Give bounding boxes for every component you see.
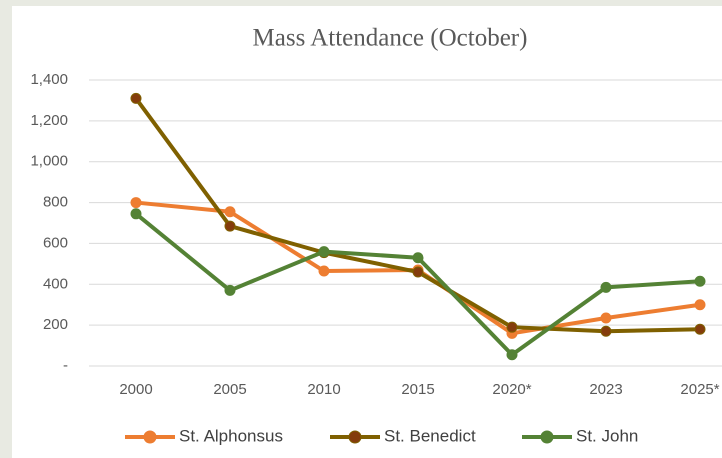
x-tick-label: 2020* <box>492 381 531 398</box>
y-tick-label: 1,000 <box>30 153 68 170</box>
y-tick-label: 800 <box>43 194 68 211</box>
legend-marker <box>143 430 157 444</box>
legend-marker <box>540 430 554 444</box>
data-point <box>600 325 612 337</box>
chart-background <box>12 6 722 458</box>
data-point <box>506 349 518 361</box>
data-point <box>130 197 142 209</box>
data-point <box>694 299 706 311</box>
legend-label: St. Benedict <box>384 426 476 445</box>
x-tick-label: 2025* <box>680 381 719 398</box>
data-point <box>224 220 236 232</box>
legend-marker <box>348 430 362 444</box>
data-point <box>318 246 330 258</box>
data-point <box>600 312 612 324</box>
data-point <box>412 266 424 278</box>
y-tick-label: 200 <box>43 316 68 333</box>
data-point <box>412 252 424 264</box>
data-point <box>506 321 518 333</box>
data-point <box>318 265 330 277</box>
x-tick-label: 2000 <box>119 381 152 398</box>
data-point <box>224 284 236 296</box>
x-tick-label: 2005 <box>213 381 246 398</box>
y-tick-label: 1,400 <box>30 71 68 88</box>
data-point <box>130 208 142 220</box>
data-point <box>600 281 612 293</box>
y-tick-label: - <box>63 357 68 374</box>
data-point <box>224 206 236 218</box>
legend-label: St. John <box>576 426 638 445</box>
y-tick-label: 400 <box>43 275 68 292</box>
x-tick-label: 2023 <box>589 381 622 398</box>
chart-title: Mass Attendance (October) <box>253 25 528 52</box>
y-tick-label: 1,200 <box>30 112 68 129</box>
x-tick-label: 2015 <box>401 381 434 398</box>
y-tick-label: 600 <box>43 234 68 251</box>
data-point <box>130 92 142 104</box>
data-point <box>694 323 706 335</box>
x-tick-label: 2010 <box>307 381 340 398</box>
legend-label: St. Alphonsus <box>179 426 283 445</box>
data-point <box>694 275 706 287</box>
